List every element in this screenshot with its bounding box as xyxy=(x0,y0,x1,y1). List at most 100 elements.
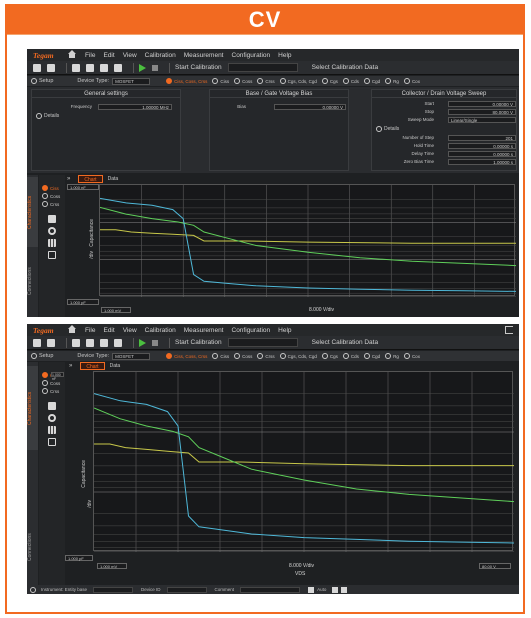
save-mode-icon[interactable] xyxy=(308,586,315,593)
delay-time-input[interactable]: 0.00000 s xyxy=(448,151,516,157)
device-id-field[interactable] xyxy=(166,586,207,593)
copy-icon[interactable] xyxy=(86,63,94,72)
home-icon[interactable] xyxy=(67,325,77,335)
y-top-input[interactable]: 1.000 nF xyxy=(67,184,99,190)
mode-radio[interactable]: Cgs xyxy=(321,353,338,359)
trace-radio[interactable]: Ciss xyxy=(42,185,59,191)
calibration-field[interactable] xyxy=(227,338,298,347)
mode-radio[interactable]: Cgs xyxy=(321,78,338,84)
select-calibration-data-button[interactable]: Select Calibration Data xyxy=(311,339,379,346)
menu-calibration[interactable]: Calibration xyxy=(144,51,176,59)
collapse-setup-icon[interactable] xyxy=(31,78,37,84)
mode-radio[interactable]: Cgs, Cds, Cgd xyxy=(279,353,317,359)
mode-radio[interactable]: Cgd xyxy=(363,353,380,359)
mode-radio[interactable]: Coss xyxy=(234,353,252,359)
plot-area[interactable] xyxy=(99,184,516,297)
trace-radio[interactable]: Coss xyxy=(42,193,60,199)
menu-view[interactable]: View xyxy=(122,51,137,59)
stop-icon[interactable] xyxy=(152,339,158,346)
trace-scale-input[interactable]: 1.000 nF xyxy=(51,372,64,381)
mode-radio[interactable]: Ciss, Coss, Crss xyxy=(166,78,207,84)
stop-icon[interactable] xyxy=(152,64,158,71)
instrument-field[interactable] xyxy=(93,586,134,593)
menu-calibration[interactable]: Calibration xyxy=(144,326,176,334)
play-icon[interactable] xyxy=(139,338,146,347)
play-icon[interactable] xyxy=(139,63,146,72)
select-calibration-data-button[interactable]: Select Calibration Data xyxy=(311,64,379,71)
camera-icon[interactable] xyxy=(48,215,56,223)
x-right-input[interactable]: 80.00 V xyxy=(479,563,511,569)
plot-area[interactable] xyxy=(93,371,514,552)
expand-setup-icon[interactable] xyxy=(31,353,37,359)
cursor-icon[interactable] xyxy=(48,438,56,446)
mode-radio[interactable]: Cgd xyxy=(363,78,380,84)
y-bottom-input[interactable]: 1.000 pF xyxy=(65,555,93,561)
target-icon[interactable] xyxy=(48,227,56,235)
tab-characteristics[interactable]: Characteristics xyxy=(27,177,38,247)
number-of-step-input[interactable]: 201 xyxy=(448,135,516,141)
sweep-mode-select[interactable]: Linear/Single xyxy=(448,117,516,123)
trace-radio[interactable]: Crss xyxy=(42,201,59,207)
menu-measurement[interactable]: Measurement xyxy=(183,326,224,334)
tab-connections[interactable]: Connections xyxy=(27,533,33,561)
mode-radio[interactable]: Ciss xyxy=(212,353,229,359)
y-bottom-input[interactable]: 1.000 pF xyxy=(67,299,99,305)
exit-icon[interactable] xyxy=(505,326,513,334)
x-left-input[interactable]: 1.000 mV xyxy=(97,563,127,569)
drain-details-toggle[interactable]: Details xyxy=(376,126,399,132)
mode-radio[interactable]: Cds xyxy=(342,78,359,84)
mode-radio[interactable]: Ciss xyxy=(212,78,229,84)
frequency-input[interactable]: 1.00000 MHz xyxy=(98,104,172,110)
menu-help[interactable]: Help xyxy=(278,326,292,334)
mode-radio[interactable]: Cds xyxy=(342,353,359,359)
mode-radio[interactable]: Rg xyxy=(385,78,399,84)
mode-radio[interactable]: Cox xyxy=(403,353,420,359)
gear-icon[interactable] xyxy=(30,586,36,593)
open-icon[interactable] xyxy=(33,63,41,72)
folder-icon[interactable] xyxy=(341,586,348,593)
stop-input[interactable]: 80.0000 V xyxy=(448,109,516,115)
mode-radio[interactable]: Rg xyxy=(385,353,399,359)
mode-radio[interactable]: Cox xyxy=(403,78,420,84)
start-calibration-button[interactable]: Start Calibration xyxy=(175,339,222,346)
camera-icon[interactable] xyxy=(48,402,56,410)
paste-icon[interactable] xyxy=(100,63,108,72)
calibration-field[interactable] xyxy=(227,63,298,72)
image-icon[interactable] xyxy=(114,338,122,347)
paste-icon[interactable] xyxy=(100,338,108,347)
comment-field[interactable] xyxy=(240,586,301,593)
cut-icon[interactable] xyxy=(72,338,80,347)
grid-icon[interactable] xyxy=(48,426,56,434)
general-details-toggle[interactable]: Details xyxy=(36,113,59,119)
mode-radio[interactable]: Crss xyxy=(257,353,275,359)
mode-radio[interactable]: Coss xyxy=(234,78,252,84)
mode-radio[interactable]: Crss xyxy=(257,78,275,84)
mode-radio[interactable]: Ciss, Coss, Crss xyxy=(166,353,207,359)
save-icon[interactable] xyxy=(332,586,339,593)
menu-configuration[interactable]: Configuration xyxy=(231,51,271,59)
menu-edit[interactable]: Edit xyxy=(103,51,115,59)
bias-input[interactable]: 0.00000 V xyxy=(274,104,346,110)
trace-radio[interactable]: Coss xyxy=(42,380,60,386)
menu-configuration[interactable]: Configuration xyxy=(231,326,271,334)
tab-data[interactable]: Data xyxy=(109,363,121,369)
cut-icon[interactable] xyxy=(72,63,80,72)
menu-help[interactable]: Help xyxy=(278,51,292,59)
tab-characteristics[interactable]: Characteristics xyxy=(27,366,38,450)
menu-file[interactable]: File xyxy=(85,326,96,334)
mode-radio[interactable]: Cgs, Cds, Cgd xyxy=(279,78,317,84)
image-icon[interactable] xyxy=(114,63,122,72)
menu-view[interactable]: View xyxy=(122,326,137,334)
copy-icon[interactable] xyxy=(86,338,94,347)
menu-measurement[interactable]: Measurement xyxy=(183,51,224,59)
device-type-select[interactable]: MOSFET xyxy=(112,352,151,360)
tab-chart[interactable]: Chart xyxy=(80,362,105,370)
save-icon[interactable] xyxy=(47,338,55,347)
x-left-input[interactable]: 1.000 mV xyxy=(101,307,131,313)
start-calibration-button[interactable]: Start Calibration xyxy=(175,64,222,71)
menu-file[interactable]: File xyxy=(85,51,96,59)
target-icon[interactable] xyxy=(48,414,56,422)
tab-data[interactable]: Data xyxy=(107,176,119,182)
tab-chart[interactable]: Chart xyxy=(78,175,103,183)
expand-icon[interactable]: » xyxy=(69,363,73,369)
